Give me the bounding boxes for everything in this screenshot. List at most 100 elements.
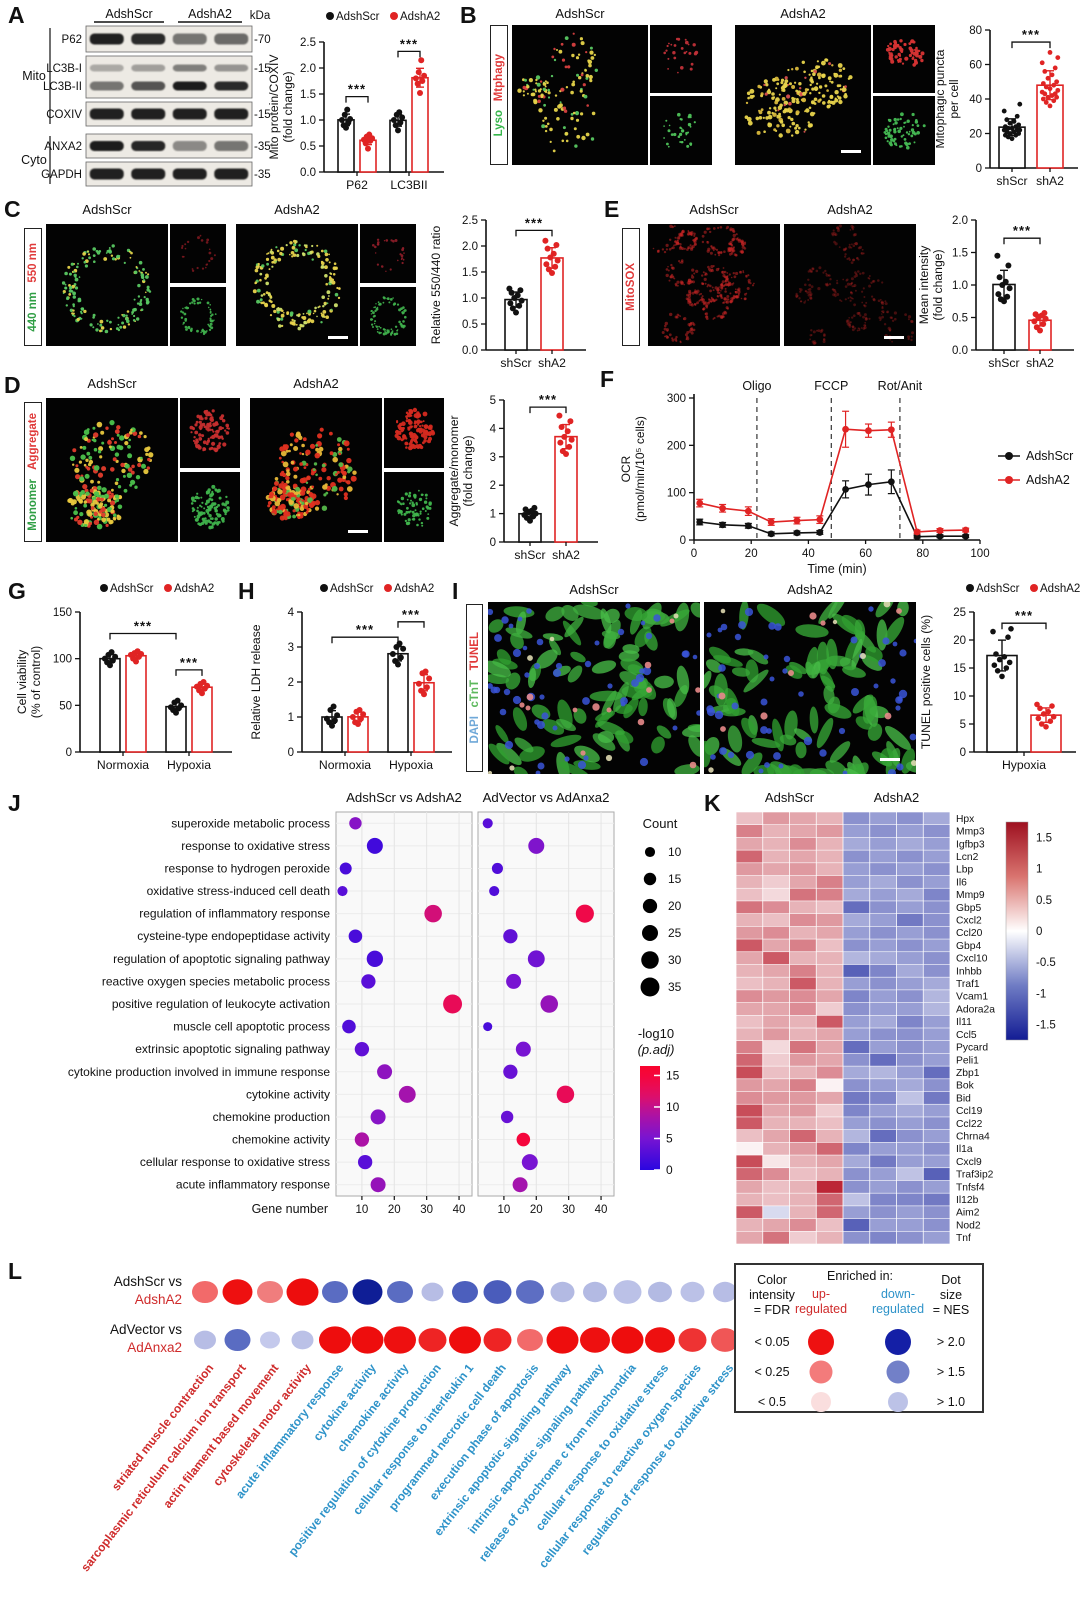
svg-text:Il11: Il11 <box>956 1017 972 1028</box>
svg-text:200: 200 <box>667 440 686 452</box>
channel-440nm-label: 440 nm <box>27 291 39 332</box>
fluorescence-image <box>180 472 240 542</box>
svg-text:40: 40 <box>969 94 982 106</box>
svg-text:Aggregate/monomer: Aggregate/monomer <box>448 415 461 526</box>
svg-text:0.0: 0.0 <box>952 345 968 357</box>
svg-text:60: 60 <box>969 60 982 72</box>
svg-text:***: *** <box>525 215 543 230</box>
svg-text:Igfbp3: Igfbp3 <box>956 839 985 850</box>
svg-text:20: 20 <box>953 635 966 647</box>
svg-text:1.5: 1.5 <box>300 89 316 101</box>
svg-text:4: 4 <box>288 607 295 619</box>
svg-text:Relative LDH release: Relative LDH release <box>249 624 263 739</box>
svg-text:20: 20 <box>530 1204 543 1216</box>
svg-text:60: 60 <box>859 548 872 560</box>
svg-text:100: 100 <box>667 488 686 500</box>
svg-text:Ccl19: Ccl19 <box>956 1106 983 1117</box>
svg-text:Aim2: Aim2 <box>956 1208 980 1219</box>
panel-i-header-adsha2: AdshA2 <box>787 582 833 597</box>
panel-i-label: I <box>452 578 459 604</box>
svg-text:10: 10 <box>953 691 966 703</box>
svg-text:positive regulation of leukocy: positive regulation of leukocyte activat… <box>112 997 330 1011</box>
svg-text:shA2: shA2 <box>552 548 580 562</box>
svg-text:Il6: Il6 <box>956 877 967 888</box>
panel-f-chart: 0 100 200 300 0 20 40 60 80 100 Time (min) OCR (pmol… <box>619 379 1073 576</box>
svg-text:Cxcl9: Cxcl9 <box>956 1157 982 1168</box>
scale-bar <box>348 530 368 533</box>
dapi-channel-label: DAPI <box>468 716 481 744</box>
svg-text:15: 15 <box>668 872 682 886</box>
svg-text:shA2: shA2 <box>538 356 566 370</box>
svg-text:1: 1 <box>288 712 294 724</box>
svg-text:Oligo: Oligo <box>742 379 771 393</box>
svg-text:Time (min): Time (min) <box>807 562 866 576</box>
svg-text:10: 10 <box>498 1204 511 1216</box>
svg-text:0: 0 <box>691 548 697 560</box>
svg-text:0: 0 <box>66 747 72 759</box>
panel-g-chart: 0 50 100 150 Cell viability (% of control) Nor… <box>16 583 232 772</box>
svg-text:(% of control): (% of control) <box>29 646 43 718</box>
panel-i-header-adshscr: AdshScr <box>569 582 619 597</box>
svg-text:Adora2a: Adora2a <box>956 1004 995 1015</box>
svg-text:LC3B-II: LC3B-II <box>43 81 82 93</box>
svg-text:-15: -15 <box>254 109 271 121</box>
scale-bar <box>841 150 861 153</box>
svg-text:FCCP: FCCP <box>814 379 848 393</box>
panel-c-header-adsha2: AdshA2 <box>274 202 320 217</box>
svg-text:Lcn2: Lcn2 <box>956 852 979 863</box>
panel-c-chart: 0.0 0.5 1.0 1.5 2.0 2.5 Relative 550/440 ratio… <box>429 215 586 370</box>
panel-b-header-adsha2: AdshA2 <box>780 6 826 21</box>
panel-d-header-adshscr: AdshScr <box>87 376 137 391</box>
svg-text:0: 0 <box>976 163 982 175</box>
svg-text:2.0: 2.0 <box>462 241 478 253</box>
svg-text:25: 25 <box>953 607 966 619</box>
fluorescence-image <box>488 602 700 774</box>
svg-text:15: 15 <box>666 1068 680 1082</box>
svg-text:(fold change): (fold change) <box>281 71 295 142</box>
panel-j-label: J <box>8 790 21 816</box>
panel-c-header-adshscr: AdshScr <box>82 202 132 217</box>
svg-text:40: 40 <box>802 548 815 560</box>
mtphagy-channel-label: Mtphagy <box>493 53 505 101</box>
svg-text:20: 20 <box>745 548 758 560</box>
fluorescence-image <box>873 96 935 165</box>
svg-text:response to hydrogen peroxide: response to hydrogen peroxide <box>165 861 331 875</box>
svg-text:Cyto: Cyto <box>21 153 47 167</box>
svg-text:chemokine activity: chemokine activity <box>232 1133 330 1147</box>
svg-text:shScr: shScr <box>996 174 1027 188</box>
svg-text:AdshScr: AdshScr <box>110 583 154 595</box>
svg-text:Inhbb: Inhbb <box>956 966 982 977</box>
svg-text:Traf1: Traf1 <box>956 979 980 990</box>
svg-text:regulation of response to oxid: regulation of response to oxidative stre… <box>579 1361 737 1557</box>
svg-text:Peli1: Peli1 <box>956 1055 979 1066</box>
svg-text:AdshA2: AdshA2 <box>400 11 440 23</box>
svg-text:Normoxia: Normoxia <box>97 758 149 772</box>
svg-text:Gene number: Gene number <box>252 1202 328 1216</box>
panel-c-label: C <box>4 196 21 222</box>
svg-text:Rot/Anit: Rot/Anit <box>878 379 923 393</box>
svg-text:Vcam1: Vcam1 <box>956 992 988 1003</box>
svg-text:Mean intensity: Mean intensity <box>918 245 931 324</box>
svg-text:intensity: intensity <box>749 1288 796 1302</box>
svg-text:oxidative stress-induced cell: oxidative stress-induced cell death <box>147 884 330 898</box>
svg-text:cytokine production involved i: cytokine production involved in immune r… <box>68 1065 330 1079</box>
svg-text:***: *** <box>402 607 420 622</box>
svg-text:Il12b: Il12b <box>956 1195 979 1206</box>
panel-d-chart: 0 1 2 3 4 5 Aggregate/monomer (fold change) shSc… <box>448 392 598 562</box>
svg-text:1: 1 <box>490 509 496 521</box>
svg-text:2: 2 <box>288 677 294 689</box>
panel-a-label: A <box>8 2 25 28</box>
mitosox-channel-label: MitoSOX <box>625 263 637 311</box>
fluorescence-image <box>512 25 648 165</box>
svg-text:Ccl5: Ccl5 <box>956 1030 977 1041</box>
fluorescence-image <box>650 96 712 165</box>
svg-text:***: *** <box>1015 608 1033 623</box>
fluorescence-image <box>648 224 780 346</box>
svg-text:AdVector vs AdAnxa2: AdVector vs AdAnxa2 <box>483 790 610 805</box>
svg-text:2.5: 2.5 <box>300 37 316 49</box>
svg-text:cytokine activity: cytokine activity <box>246 1087 330 1101</box>
svg-text:0: 0 <box>680 535 686 547</box>
svg-text:100: 100 <box>970 548 989 560</box>
